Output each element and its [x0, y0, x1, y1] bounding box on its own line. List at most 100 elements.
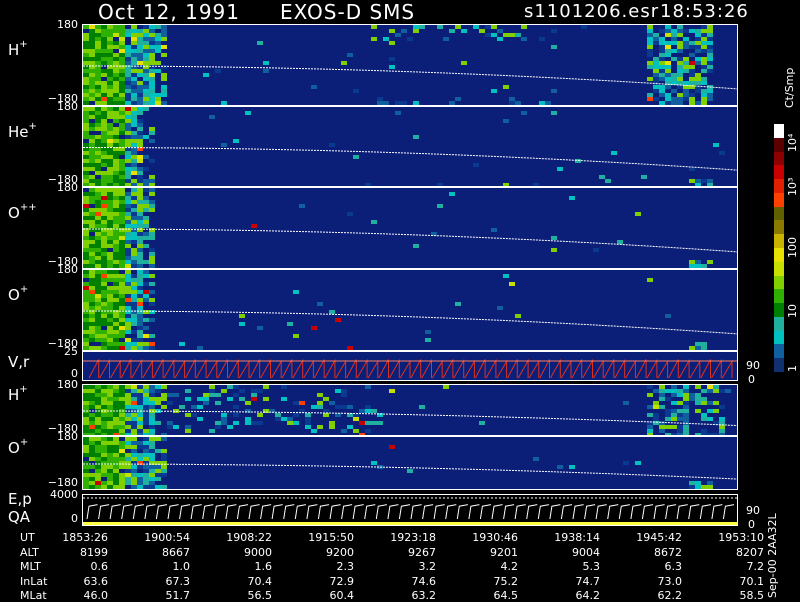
panel-label-text: V,r [8, 353, 30, 371]
table-cell: 70.1 [739, 574, 765, 588]
colorbar-swatch [774, 165, 784, 180]
pitch-angle-line [83, 463, 737, 480]
panel-vr-plot [83, 352, 737, 380]
table-cell: 62.2 [657, 589, 683, 602]
table-cell: 1900:54 [144, 531, 190, 544]
colorbar-swatch [774, 137, 784, 153]
colorbar-swatch [774, 234, 784, 249]
ytick-max-o-plus-plus: 180 [57, 181, 78, 194]
panel-label-text: H [8, 386, 20, 404]
colorbar-swatch [774, 275, 784, 290]
panel-label-text: H [8, 41, 20, 59]
file-name: s1101206.esr [524, 1, 660, 22]
table-cell: 63.2 [411, 589, 437, 602]
panel-vr [82, 351, 738, 381]
right-tick-max-ep-qa: 90 [746, 504, 760, 517]
ytick-max-vr: 25 [64, 345, 78, 358]
panel-label-text: E,p [8, 490, 32, 508]
instrument-name: EXOS-D SMS [280, 0, 416, 24]
panel-h-plus-1 [82, 24, 738, 106]
panel-o-plus-2 [82, 436, 738, 490]
table-cell: 9200 [326, 545, 354, 559]
table-cell: 1915:50 [308, 531, 354, 544]
panel-label-vr: V,r [8, 353, 29, 371]
table-cell: 46.0 [83, 589, 109, 602]
table-row-label: MLT [20, 560, 41, 573]
pitch-angle-line [83, 228, 737, 253]
colorbar-swatch [774, 192, 784, 208]
pitch-angle-line [83, 310, 737, 335]
table-cell: 73.0 [657, 574, 683, 588]
table-cell: 8672 [654, 545, 682, 559]
table-row-label: ALT [20, 545, 39, 559]
panel-label-superscript: + [19, 384, 28, 395]
colorbar-label-1k: 10³ [786, 177, 799, 196]
table-cell: 3.2 [418, 560, 437, 573]
colorbar-swatch [774, 151, 784, 166]
colorbar-label-10: 10 [786, 304, 799, 318]
table-row-label: UT [20, 531, 35, 544]
panel-o-plus-plus [82, 187, 738, 269]
colorbar-swatch [774, 179, 784, 194]
colorbar-swatch [774, 124, 784, 139]
panel-o-plus-1 [82, 269, 738, 351]
colorbar-swatch [774, 206, 784, 221]
table-cell: 7.2 [746, 560, 765, 573]
table-cell: 1953:10 [718, 531, 764, 544]
pitch-angle-line [83, 410, 737, 427]
right-tick-max-vr: 90 [746, 359, 760, 372]
ytick-min-o-plus-1: −180 [47, 337, 78, 350]
table-cell: 58.5 [739, 589, 765, 602]
plot-time: 18:53:26 [660, 1, 749, 22]
table-cell: 70.4 [247, 574, 273, 588]
table-cell: 1938:14 [554, 531, 600, 544]
colorbar-label-1: 1 [786, 365, 799, 372]
colorbar-swatch [774, 330, 784, 345]
table-cell: 72.9 [329, 574, 355, 588]
table-cell: 1930:46 [472, 531, 518, 544]
ytick-max-h-plus-2: 180 [57, 378, 78, 391]
table-cell: 1908:22 [226, 531, 272, 544]
ytick-max-he-plus: 180 [57, 100, 78, 113]
panel-he-plus-plot [83, 107, 737, 186]
ytick-min-vr: 0 [71, 367, 78, 380]
pitch-angle-line [83, 147, 737, 171]
right-tick-zero-vr: 0 [748, 373, 755, 386]
ytick-max-o-plus-2: 180 [57, 430, 78, 443]
colorbar-swatch [774, 220, 784, 235]
plot-date: Oct 12, 1991 [98, 0, 240, 24]
ytick-min-h-plus-1: −180 [47, 92, 78, 105]
footer-code: Sep-00 2AA32L [766, 513, 779, 598]
table-cell: 1.0 [172, 560, 191, 573]
table-cell: 1945:42 [636, 531, 682, 544]
qa-bar [83, 522, 737, 525]
panel-he-plus [82, 106, 738, 187]
table-cell: 75.2 [493, 574, 519, 588]
panel-label-superscript: ++ [19, 202, 37, 213]
table-row-label: InLat [20, 574, 48, 588]
colorbar-unit: Ct/Smp [783, 67, 796, 108]
panel-label-o-plus-2: O+ [8, 437, 28, 457]
table-cell: 56.5 [247, 589, 273, 602]
colorbar-swatch [774, 289, 784, 304]
panel-label-superscript: + [19, 284, 29, 295]
ytick-min-h-plus-2: −180 [47, 422, 78, 435]
panel-label-text: O [8, 286, 20, 304]
panel-label-h-plus-1: H+ [8, 39, 28, 59]
table-cell: 67.3 [165, 574, 191, 588]
table-cell: 8207 [736, 545, 764, 559]
ep-trace [86, 504, 735, 520]
colorbar-swatch [774, 303, 784, 318]
colorbar-label-100: 100 [786, 237, 799, 258]
table-cell: 1853:26 [62, 531, 108, 544]
table-cell: 63.6 [83, 574, 109, 588]
colorbar [774, 124, 784, 373]
colorbar-swatch [774, 248, 784, 263]
panel-h-plus-2-plot [83, 385, 737, 435]
table-cell: 9004 [572, 545, 600, 559]
panel-ep-qa [82, 494, 738, 526]
table-cell: 1923:18 [390, 531, 436, 544]
table-cell: 64.2 [575, 589, 601, 602]
panel-label-h-plus-2: H+ [8, 384, 28, 404]
panel-h-plus-1-plot [83, 25, 737, 105]
